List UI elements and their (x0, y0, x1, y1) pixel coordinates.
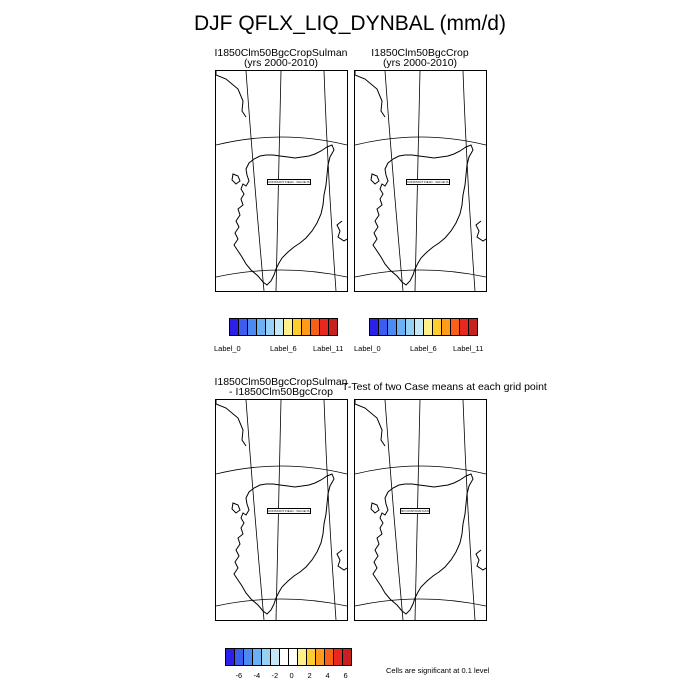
panel-1-subtitle: (yrs 2000-2010) (243, 57, 319, 69)
colorbar-box (342, 648, 352, 666)
panel-4-map: NO CONTOUR DATA (354, 399, 487, 621)
colorbar-1-label-6: Label_6 (270, 344, 297, 353)
coastline-iceland (475, 220, 486, 242)
coastline-iceland (475, 549, 486, 571)
panel-2-map: CONSTANT FIELD - VALUE IS 0 (354, 70, 487, 292)
coastline-greenland (233, 144, 335, 286)
latitude-line (355, 598, 486, 607)
panel-1-field-label: CONSTANT FIELD - VALUE IS 0 (267, 179, 311, 185)
colorbar-box (468, 318, 478, 336)
longitude-line (384, 400, 404, 620)
latitude-line (216, 465, 347, 475)
longitude-line (384, 71, 404, 291)
colorbar-2 (369, 318, 478, 336)
colorbar-1-label-0: Label_0 (214, 344, 241, 353)
diff-colorbar-tick: 6 (343, 671, 348, 680)
latitude-line (355, 136, 486, 146)
latitude-line (355, 269, 486, 278)
coastline-canada (355, 71, 386, 118)
colorbar-1 (229, 318, 338, 336)
map-3-greenland (216, 400, 347, 620)
panel-3-subtitle: - I1850Clm50BgcCrop (229, 386, 333, 398)
diff-colorbar-tick: -6 (235, 671, 243, 680)
diff-colorbar (225, 648, 352, 666)
coastline-island (231, 173, 241, 185)
diff-colorbar-tick: -4 (253, 671, 261, 680)
colorbar-2-label-0: Label_0 (354, 344, 381, 353)
longitude-line (323, 400, 337, 620)
coastline-greenland (372, 473, 474, 615)
longitude-line (245, 400, 265, 620)
panel-3-map: CONSTANT FIELD - VALUE IS 0 (215, 399, 348, 621)
figure-title: DJF QFLX_LIQ_DYNBAL (mm/d) (194, 12, 506, 35)
panel-3-field-label: CONSTANT FIELD - VALUE IS 0 (267, 508, 311, 514)
panel-3-title: I1850Clm50BgcCropSulman (214, 376, 348, 388)
longitude-line (462, 400, 476, 620)
panel-4-field-label: NO CONTOUR DATA (400, 508, 430, 514)
coastline-iceland (336, 220, 347, 242)
coastline-canada (355, 400, 386, 447)
latitude-line (216, 269, 347, 278)
panel-2-field-label: CONSTANT FIELD - VALUE IS 0 (406, 179, 450, 185)
latitude-line (216, 136, 347, 146)
diff-colorbar-ticks: -6 -4 -2 0 2 4 6 (225, 671, 365, 683)
map-2-greenland (355, 71, 486, 291)
colorbar-box (328, 318, 338, 336)
longitude-line (462, 71, 476, 291)
diff-colorbar-tick: 2 (307, 671, 312, 680)
diff-colorbar-tick: 0 (289, 671, 294, 680)
colorbar-2-label-11: Label_11 (453, 344, 484, 353)
colorbar-1-label-11: Label_11 (313, 344, 344, 353)
coastline-island (370, 173, 380, 185)
latitude-line (216, 598, 347, 607)
coastline-island (370, 502, 380, 514)
panel-2-title: I1850Clm50BgcCrop (371, 47, 469, 59)
longitude-line (245, 71, 265, 291)
significance-note: Cells are significant at 0.1 level (386, 666, 490, 675)
coastline-canada (216, 71, 247, 118)
coastline-island (231, 502, 241, 514)
coastline-greenland (372, 144, 474, 286)
coastline-greenland (233, 473, 335, 615)
map-1-greenland (216, 71, 347, 291)
latitude-line (355, 465, 486, 475)
panel-4-title: T-Test of two Case means at each grid po… (342, 381, 547, 393)
longitude-line (323, 71, 337, 291)
diff-colorbar-tick: -2 (271, 671, 279, 680)
diff-colorbar-tick: 4 (325, 671, 330, 680)
coastline-canada (216, 400, 247, 447)
panel-1-map: CONSTANT FIELD - VALUE IS 0 (215, 70, 348, 292)
colorbar-2-label-6: Label_6 (410, 344, 437, 353)
panel-1-title: I1850Clm50BgcCropSulman (214, 47, 348, 59)
coastline-iceland (336, 549, 347, 571)
panel-2-subtitle: (yrs 2000-2010) (382, 57, 458, 69)
